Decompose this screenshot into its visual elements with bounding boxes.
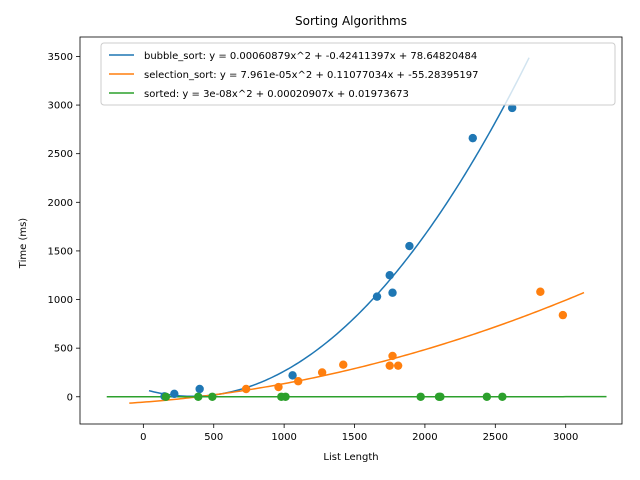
data-point — [170, 389, 179, 399]
data-point — [208, 392, 217, 401]
x-tick-label: 1500 — [342, 432, 367, 443]
data-point — [507, 103, 517, 113]
data-point — [317, 368, 327, 377]
y-axis-label: Time (ms) — [18, 218, 29, 270]
plot-area — [79, 36, 623, 425]
data-point — [388, 351, 397, 361]
x-tick-label: 3000 — [553, 432, 578, 443]
legend-label-selection_sort: selection_sort: y = 7.961e-05x^2 + 0.110… — [144, 70, 479, 81]
data-point — [436, 392, 445, 401]
data-point — [161, 392, 171, 401]
data-point — [536, 287, 545, 296]
series-line-bubble_sort — [148, 57, 530, 398]
data-point — [241, 384, 251, 394]
data-point — [385, 361, 394, 370]
y-axis: 0 500 1000 1500 2000 2500 3000 3500 — [48, 52, 80, 403]
data-point — [482, 392, 492, 401]
y-tick-label: 3500 — [48, 52, 73, 63]
data-point — [281, 392, 290, 401]
legend-label-bubble_sort: bubble_sort: y = 0.00060879x^2 + -0.4241… — [144, 51, 477, 62]
data-point — [388, 288, 397, 297]
data-point — [385, 271, 394, 280]
legend-label-sorted: sorted: y = 3e-08x^2 + 0.00020907x + 0.0… — [144, 89, 409, 100]
data-point — [274, 382, 283, 392]
x-tick-label: 2500 — [483, 432, 508, 443]
legend: bubble_sort: y = 0.00060879x^2 + -0.4241… — [100, 42, 616, 106]
data-point — [288, 371, 297, 380]
plot-frame — [79, 36, 623, 425]
series-points-sorted — [161, 392, 507, 401]
x-tick-label: 2000 — [412, 432, 437, 443]
data-point — [416, 392, 425, 401]
data-point — [393, 361, 403, 370]
legend-box — [100, 42, 616, 106]
series-line-selection_sort — [129, 291, 585, 404]
x-tick-label: 500 — [204, 432, 223, 443]
y-tick-label: 3000 — [48, 101, 73, 112]
x-axis-label: List Length — [323, 452, 378, 463]
data-point — [405, 241, 414, 251]
data-point — [194, 392, 203, 401]
data-point — [195, 384, 204, 394]
series-points-selection_sort — [241, 287, 568, 394]
x-tick-label: 1000 — [271, 432, 296, 443]
y-tick-label: 500 — [54, 344, 73, 355]
y-tick-label: 0 — [67, 392, 73, 403]
data-point — [558, 310, 568, 320]
y-tick-label: 2500 — [48, 149, 73, 160]
chart-title: Sorting Algorithms — [295, 14, 407, 28]
series-points-bubble_sort — [160, 103, 517, 401]
y-tick-label: 1500 — [48, 246, 73, 257]
data-point — [468, 133, 477, 143]
y-tick-label: 2000 — [48, 198, 73, 209]
fit-lines — [106, 57, 607, 404]
x-tick-label: 0 — [140, 432, 146, 443]
x-axis: 0 500 1000 1500 2000 2500 3000 — [140, 424, 578, 443]
data-point — [372, 292, 382, 301]
data-point — [339, 360, 348, 369]
y-tick-label: 1000 — [48, 295, 73, 306]
data-point — [294, 377, 303, 386]
data-point — [498, 392, 507, 401]
